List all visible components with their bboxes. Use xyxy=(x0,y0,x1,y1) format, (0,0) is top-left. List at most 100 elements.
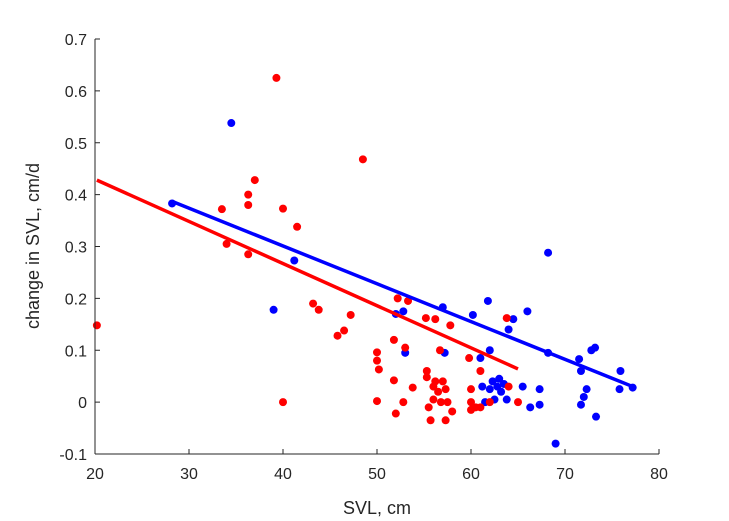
data-point-blue xyxy=(535,400,544,409)
data-point-red xyxy=(438,377,447,386)
data-point-blue xyxy=(576,367,585,375)
data-point-red xyxy=(434,387,443,396)
data-point-red xyxy=(426,416,435,425)
data-point-red xyxy=(401,343,410,352)
data-point-red xyxy=(467,385,475,394)
data-point-red xyxy=(391,409,400,418)
data-point-red xyxy=(441,385,450,394)
data-point-red xyxy=(448,407,457,416)
y-axis-ticks: -0.1 0 0.1 0.2 0.3 0.4 0.5 0.6 0.7 xyxy=(59,32,100,464)
data-point-blue xyxy=(227,119,236,128)
data-point-red xyxy=(293,222,302,231)
data-point-red xyxy=(244,250,253,259)
data-point-red xyxy=(399,398,408,407)
data-point-blue xyxy=(551,439,560,448)
data-point-red xyxy=(431,315,440,324)
data-point-blue xyxy=(478,382,487,391)
data-point-red xyxy=(389,335,398,344)
data-point-red xyxy=(465,354,474,363)
x-tick-label: 50 xyxy=(368,466,386,483)
data-point-blue xyxy=(523,307,532,316)
data-point-blue xyxy=(535,385,544,394)
x-tick-label: 40 xyxy=(274,466,292,483)
x-axis-label: SVL, cm xyxy=(343,498,411,518)
data-point-red xyxy=(514,398,522,407)
data-point-red xyxy=(333,331,342,340)
data-point-red xyxy=(408,383,417,392)
data-point-red xyxy=(217,205,226,214)
data-point-red xyxy=(340,326,349,335)
y-tick-label: 0 xyxy=(78,395,87,412)
x-tick-label: 20 xyxy=(86,466,104,483)
data-points xyxy=(92,73,637,448)
y-tick-label: 0.1 xyxy=(65,343,87,360)
data-point-red xyxy=(422,367,431,375)
data-point-blue xyxy=(290,256,299,265)
data-point-blue xyxy=(468,310,477,319)
x-tick-label: 80 xyxy=(650,466,668,483)
data-point-red xyxy=(441,416,450,425)
data-point-blue xyxy=(485,385,494,394)
data-point-red xyxy=(476,367,485,375)
y-tick-label: 0.2 xyxy=(65,291,87,308)
data-point-red xyxy=(502,314,511,323)
y-tick-label: 0.3 xyxy=(65,240,87,257)
data-point-red xyxy=(279,398,287,407)
data-point-blue xyxy=(509,315,518,324)
x-tick-label: 30 xyxy=(180,466,198,483)
data-point-blue xyxy=(476,354,485,363)
data-point-red xyxy=(393,294,402,303)
data-point-red xyxy=(314,305,323,314)
data-point-blue xyxy=(544,248,553,257)
data-point-red xyxy=(429,395,438,404)
data-point-red xyxy=(476,403,485,412)
data-point-red xyxy=(346,310,355,319)
data-point-red xyxy=(309,299,318,308)
data-point-red xyxy=(389,376,398,385)
data-point-red xyxy=(404,296,413,305)
y-tick-label: 0.4 xyxy=(65,188,87,205)
y-tick-label: 0.6 xyxy=(65,84,87,101)
x-tick-label: 60 xyxy=(462,466,480,483)
data-point-red xyxy=(435,346,444,355)
x-tick-label: 70 xyxy=(556,466,574,483)
data-point-blue xyxy=(615,385,624,394)
data-point-red xyxy=(424,403,433,412)
y-tick-label: 0.7 xyxy=(65,32,87,49)
data-point-red xyxy=(485,398,494,407)
fit-lines xyxy=(96,178,634,389)
data-point-red xyxy=(373,348,381,357)
data-point-blue xyxy=(504,325,513,334)
y-axis-label: change in SVL, cm/d xyxy=(23,163,43,329)
data-point-red xyxy=(250,176,259,185)
data-point-blue xyxy=(269,305,278,314)
y-tick-label: 0.5 xyxy=(65,136,87,153)
data-point-blue xyxy=(575,355,584,364)
data-point-red xyxy=(222,239,231,248)
data-point-red xyxy=(436,398,445,407)
data-point-blue xyxy=(576,400,585,409)
data-point-red xyxy=(373,356,381,365)
data-point-red xyxy=(358,155,367,164)
data-point-blue xyxy=(592,412,601,421)
data-point-red xyxy=(272,73,281,82)
data-point-red xyxy=(373,397,381,406)
data-point-blue xyxy=(399,307,408,316)
data-point-red xyxy=(504,382,513,391)
data-point-red xyxy=(446,321,455,330)
y-tick-label: -0.1 xyxy=(59,447,87,464)
fit-line-blue xyxy=(171,199,634,389)
data-point-blue xyxy=(497,387,506,396)
data-point-red xyxy=(467,398,475,407)
data-point-blue xyxy=(518,382,527,391)
fit-line-red xyxy=(96,178,519,371)
data-point-blue xyxy=(591,343,600,352)
data-point-red xyxy=(443,398,452,407)
data-point-blue xyxy=(488,377,497,386)
data-point-blue xyxy=(526,403,535,412)
data-point-red xyxy=(374,365,383,374)
data-point-red xyxy=(431,377,440,386)
data-point-red xyxy=(244,190,253,199)
data-point-blue xyxy=(579,392,588,401)
data-point-blue xyxy=(582,385,591,394)
